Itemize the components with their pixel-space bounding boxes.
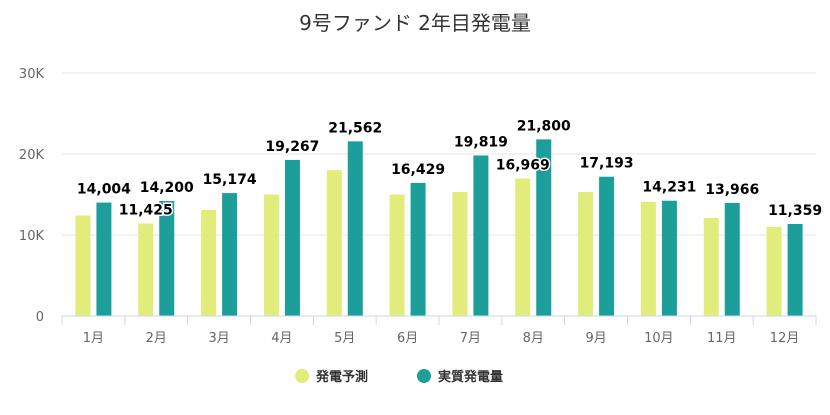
data-label: 15,174 (203, 172, 257, 188)
bar-actual-2[interactable] (159, 200, 175, 316)
chart-title: 9号ファンド 2年目発電量 (299, 11, 531, 35)
bar-forecast-11[interactable] (703, 217, 719, 316)
data-label: 19,819 (454, 134, 508, 150)
bar-forecast-7[interactable] (452, 192, 468, 316)
data-labels-layer: 14,004 11,425 14,200 15,174 19,267 21,562 16,4… (75, 117, 823, 221)
x-tick-label: 5月 (334, 331, 355, 346)
x-tick-label: 4月 (271, 331, 292, 346)
legend-swatch-forecast[interactable] (295, 369, 309, 383)
y-tick-label: 10K (19, 229, 45, 244)
bar-forecast-6[interactable] (389, 194, 405, 317)
bar-actual-12[interactable] (787, 223, 803, 316)
bars-layer (75, 139, 803, 317)
data-label: 11,425 (119, 202, 173, 218)
data-label: 16,429 (391, 162, 445, 178)
x-tick-label: 11月 (707, 331, 737, 346)
data-label: 14,200 (140, 180, 194, 196)
x-tick-label: 7月 (460, 331, 481, 346)
bar-actual-9[interactable] (599, 176, 615, 316)
bar-forecast-9[interactable] (578, 192, 594, 316)
bar-actual-7[interactable] (473, 155, 489, 316)
data-label: 21,800 (517, 118, 571, 134)
grid-layer (62, 72, 816, 236)
bar-actual-6[interactable] (410, 182, 426, 316)
legend: 発電予測 実質発電量 (295, 369, 503, 385)
bar-actual-8[interactable] (536, 139, 552, 316)
x-tick-label: 12月 (770, 331, 800, 346)
data-label: 14,231 (642, 180, 696, 196)
bar-forecast-4[interactable] (263, 194, 279, 317)
x-tick-label: 1月 (83, 331, 104, 346)
bar-actual-5[interactable] (347, 141, 363, 316)
legend-label-actual[interactable]: 実質発電量 (438, 369, 503, 385)
legend-label-forecast[interactable]: 発電予測 (315, 369, 368, 385)
data-label: 11,359 (768, 203, 822, 219)
bar-actual-10[interactable] (661, 200, 677, 316)
bar-forecast-5[interactable] (326, 170, 342, 316)
data-label: 21,562 (328, 120, 382, 136)
y-tick-label: 20K (19, 148, 45, 163)
data-label: 13,966 (705, 182, 759, 198)
bar-forecast-1[interactable] (75, 215, 91, 316)
x-tick-label: 10月 (644, 331, 674, 346)
bar-forecast-10[interactable] (640, 201, 656, 316)
x-tick-label: 9月 (585, 331, 606, 346)
x-tick-label: 8月 (523, 331, 544, 346)
data-label: 17,193 (580, 156, 634, 172)
x-tick-label: 3月 (208, 331, 229, 346)
y-axis-ticks: 0 10K 20K 30K (19, 67, 45, 325)
x-tick-label: 6月 (397, 331, 418, 346)
bar-actual-11[interactable] (724, 202, 740, 316)
bar-forecast-8[interactable] (515, 178, 531, 316)
bar-forecast-12[interactable] (766, 226, 782, 316)
data-label: 14,004 (77, 182, 131, 198)
y-tick-label: 0 (36, 310, 44, 325)
data-label: 19,267 (265, 139, 319, 155)
bar-forecast-2[interactable] (138, 223, 154, 316)
y-tick-label: 30K (19, 67, 45, 82)
x-tick-label: 2月 (146, 331, 167, 346)
legend-swatch-actual[interactable] (417, 369, 431, 383)
bar-forecast-3[interactable] (201, 209, 217, 316)
bar-actual-1[interactable] (96, 202, 112, 316)
bar-actual-3[interactable] (222, 193, 238, 316)
x-axis: 1月 2月 3月 4月 5月 6月 7月 8月 9月 10月 11月 12月 (61, 315, 817, 346)
bar-actual-4[interactable] (284, 159, 300, 316)
data-label: 16,969 (496, 158, 550, 174)
